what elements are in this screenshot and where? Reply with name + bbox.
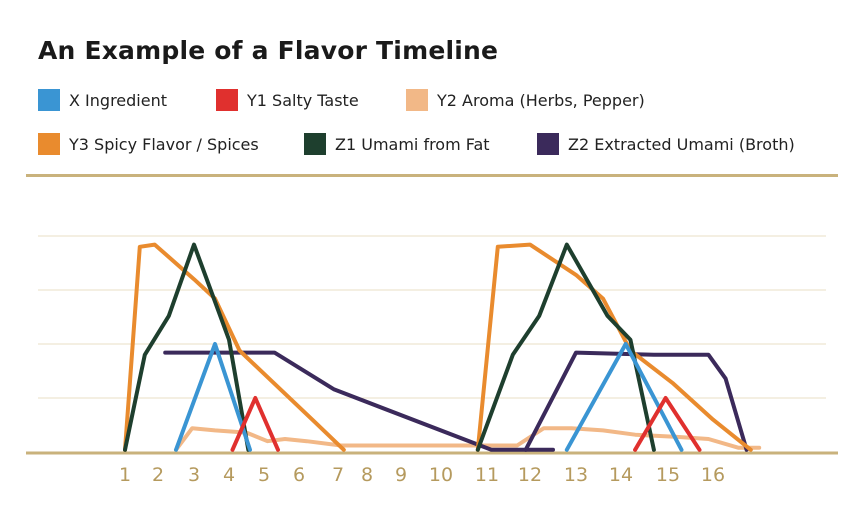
legend-item-z2-broth: Z2 Extracted Umami (Broth) <box>537 133 795 155</box>
legend-swatch <box>537 133 559 155</box>
legend-label: X Ingredient <box>69 90 167 110</box>
legend-swatch <box>304 133 326 155</box>
series-line-y3-spicy-flavor-spices-2 <box>475 242 753 452</box>
legend-item-y3-spicy: Y3 Spicy Flavor / Spices <box>38 133 259 155</box>
series-line-y3-spicy-flavor-spices-1 <box>123 242 346 452</box>
x-tick-label: 8 <box>361 464 373 486</box>
x-tick-label: 3 <box>188 464 200 486</box>
series-line-x-ingredient-2 <box>564 342 684 452</box>
series-line-z2-extracted-umami-broth-2 <box>523 350 749 452</box>
legend-swatch <box>216 89 238 111</box>
x-tick-label: 10 <box>429 464 453 486</box>
legend-label: Z2 Extracted Umami (Broth) <box>568 134 795 154</box>
series-line-z2-extracted-umami-broth-1 <box>163 350 555 452</box>
series-line-y2-aroma-herbs-pepper-1 <box>174 426 762 452</box>
series-line-x-ingredient-1 <box>174 342 252 452</box>
x-tick-label: 13 <box>564 464 588 486</box>
x-tick-label: 11 <box>475 464 499 486</box>
legend-swatch <box>38 133 60 155</box>
series-line-y1-salty-taste-1 <box>230 396 280 452</box>
x-tick-label: 6 <box>293 464 305 486</box>
legend-item-z1-umami-fat: Z1 Umami from Fat <box>304 133 490 155</box>
x-tick-label: 9 <box>395 464 407 486</box>
x-tick-label: 1 <box>119 464 131 486</box>
x-tick-label: 5 <box>258 464 270 486</box>
legend-item-y2-aroma: Y2 Aroma (Herbs, Pepper) <box>406 89 645 111</box>
chart-title: An Example of a Flavor Timeline <box>38 36 499 65</box>
series-line-z1-umami-from-fat-1 <box>123 242 251 452</box>
x-tick-label: 7 <box>332 464 344 486</box>
x-tick-label: 16 <box>701 464 725 486</box>
x-tick-label: 2 <box>152 464 164 486</box>
legend-label: Y2 Aroma (Herbs, Pepper) <box>437 90 645 110</box>
legend-label: Y1 Salty Taste <box>247 90 359 110</box>
series-line-y1-salty-taste-2 <box>633 396 702 452</box>
x-tick-label: 12 <box>518 464 542 486</box>
top-divider <box>26 174 838 177</box>
x-tick-label: 4 <box>223 464 235 486</box>
legend-item-y1-salty: Y1 Salty Taste <box>216 89 359 111</box>
legend-swatch <box>406 89 428 111</box>
x-tick-label: 14 <box>609 464 633 486</box>
series-line-z1-umami-from-fat-2 <box>475 242 656 452</box>
legend-swatch <box>38 89 60 111</box>
x-tick-label: 15 <box>656 464 680 486</box>
legend-label: Z1 Umami from Fat <box>335 134 490 154</box>
legend-label: Y3 Spicy Flavor / Spices <box>69 134 259 154</box>
legend-item-x-ingredient: X Ingredient <box>38 89 167 111</box>
